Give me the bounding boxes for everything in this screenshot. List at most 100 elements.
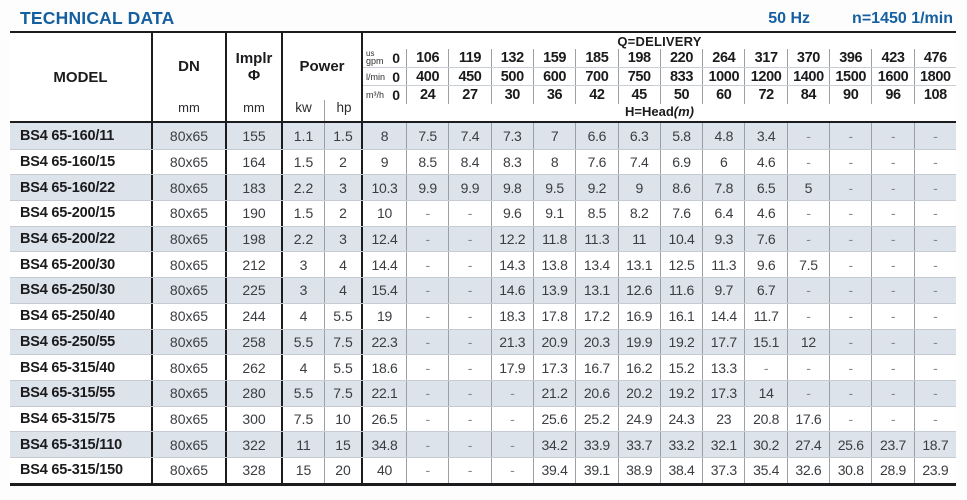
head-value-cell: 17.8 [532, 303, 575, 329]
head-value-cell: 11.7 [744, 303, 786, 329]
head-value-cell: - [448, 278, 490, 303]
head-value-cell: - [913, 252, 956, 278]
head-value-cell: 9.3 [702, 226, 744, 252]
head-value-cell: 34.8 [371, 436, 398, 453]
head-value-cell: 17.2 [575, 303, 617, 329]
dn-cell: 80x65 [153, 380, 227, 406]
impeller-cell: 225 [227, 278, 283, 303]
table-row: BS4 65-200/30 80x65 212 3 4 14.4- -14.3 13.8 13.… [10, 251, 956, 278]
head-value-cell: 6.6 [575, 123, 617, 149]
head-value-cell: - [786, 123, 829, 149]
hp-cell: 4 [325, 278, 363, 303]
model-cell: BS4 65-315/40 [10, 355, 153, 380]
hp-cell: 3 [325, 226, 363, 252]
head-value-cell: 7.5 [406, 123, 448, 149]
q-value: 264 [702, 49, 744, 67]
head-value-cell: 14.3 [490, 252, 533, 278]
head-value-cell: - [786, 278, 829, 303]
head-value-cell: 12.6 [617, 278, 660, 303]
head-value-cell: 5 [786, 175, 829, 201]
impeller-cell: 164 [227, 149, 283, 175]
head-value-cell: 9.5 [532, 175, 575, 201]
table-row: BS4 65-315/55 80x65 280 5.5 7.5 22.1- - -21.2 20… [10, 379, 956, 406]
head-value-cell: 13.1 [575, 278, 617, 303]
impeller-cell: 212 [227, 252, 283, 278]
head-value-cell: 30.2 [744, 432, 786, 457]
head-value-cell: 7.6 [744, 226, 786, 252]
head-value-cell: - [829, 226, 871, 252]
head-value-cell: 20.3 [575, 329, 617, 355]
head-value-cell: 8.5 [406, 149, 448, 175]
q-value: 600 [532, 67, 575, 86]
head-value-cell: 30.8 [829, 457, 871, 483]
table-row: BS4 65-315/75 80x65 300 7.5 10 26.5- - -25.6 25.… [10, 405, 956, 432]
impeller-column-header: Implr Φ mm [227, 33, 283, 121]
head-value-cell: 7 [532, 123, 575, 149]
head-value-cell: 19.2 [659, 329, 702, 355]
model-cell: BS4 65-250/55 [10, 329, 153, 355]
q-zero-value: 0 [392, 49, 400, 66]
head-value-cell: 13.9 [532, 278, 575, 303]
power-hp-unit-label: hp [336, 100, 352, 115]
head-value-cell: 32.1 [702, 432, 744, 457]
head-value-cell: 4.8 [702, 123, 744, 149]
head-value-cell: 40 [377, 462, 392, 479]
head-value-cell: - [829, 175, 871, 201]
kw-cell: 1.5 [283, 149, 325, 175]
table-row: BS4 65-315/110 80x65 322 11 15 34.8- - -34.2 33.… [10, 431, 956, 457]
head-value-cell: - [490, 457, 533, 483]
head-value-cell: - [406, 226, 448, 252]
impeller-cell: 183 [227, 175, 283, 201]
head-value-cell: - [448, 457, 490, 483]
hp-cell: 3 [325, 175, 363, 201]
head-value-cell: - [406, 406, 448, 432]
head-value-cell: 18.6 [371, 359, 398, 376]
q-unit-label: l/min [366, 71, 386, 82]
head-value-cell: 39.4 [532, 457, 575, 483]
kw-cell: 4 [283, 355, 325, 380]
kw-cell: 2.2 [283, 175, 325, 201]
head-value-cell: 6.5 [744, 175, 786, 201]
impeller-cell: 328 [227, 457, 283, 483]
q-unit-label-top: us [366, 49, 375, 59]
head-value-cell: 14 [744, 380, 786, 406]
head-value-cell: 8.3 [490, 149, 533, 175]
head-value-cell: 8.2 [617, 201, 660, 226]
head-value-cell: - [786, 226, 829, 252]
head-value-cell: 32.6 [786, 457, 829, 483]
q-value: 1600 [871, 67, 913, 86]
q-value: 750 [617, 67, 660, 86]
head-value-cell: 13.1 [617, 252, 660, 278]
model-cell: BS4 65-250/40 [10, 303, 153, 329]
dn-cell: 80x65 [153, 149, 227, 175]
table-body: BS4 65-160/11 80x65 155 1.1 1.5 8 7.5 7.4 7.3 7 6.… [10, 123, 956, 483]
head-value-cell: 8.6 [659, 175, 702, 201]
q-value: 400 [406, 67, 448, 86]
head-value-cell: - [829, 406, 871, 432]
model-cell: BS4 65-160/22 [10, 175, 153, 201]
head-value-cell: 27.4 [786, 432, 829, 457]
head-value-cell: - [913, 380, 956, 406]
head-value-cell: 8 [380, 127, 389, 144]
head-value-cell: - [406, 329, 448, 355]
q-value: 500 [490, 67, 533, 86]
head-value-cell: 35.4 [744, 457, 786, 483]
head-value-cell: 8.4 [448, 149, 490, 175]
dn-column-label: DN [178, 58, 200, 75]
head-value-cell: - [448, 201, 490, 226]
head-value-cell: 22.1 [371, 385, 398, 402]
head-value-cell: - [406, 432, 448, 457]
kw-cell: 5.5 [283, 329, 325, 355]
head-value-cell: - [448, 252, 490, 278]
head-value-cell: 6 [702, 149, 744, 175]
head-value-cell: 20.8 [744, 406, 786, 432]
impeller-cell: 244 [227, 303, 283, 329]
kw-cell: 5.5 [283, 380, 325, 406]
impeller-cell: 198 [227, 226, 283, 252]
q-value: 42 [575, 86, 617, 105]
head-value-cell: 21.3 [490, 329, 533, 355]
head-value-cell: - [829, 201, 871, 226]
model-cell: BS4 65-315/150 [10, 457, 153, 483]
head-value-cell: 4.6 [744, 149, 786, 175]
q-value: 72 [744, 86, 786, 105]
